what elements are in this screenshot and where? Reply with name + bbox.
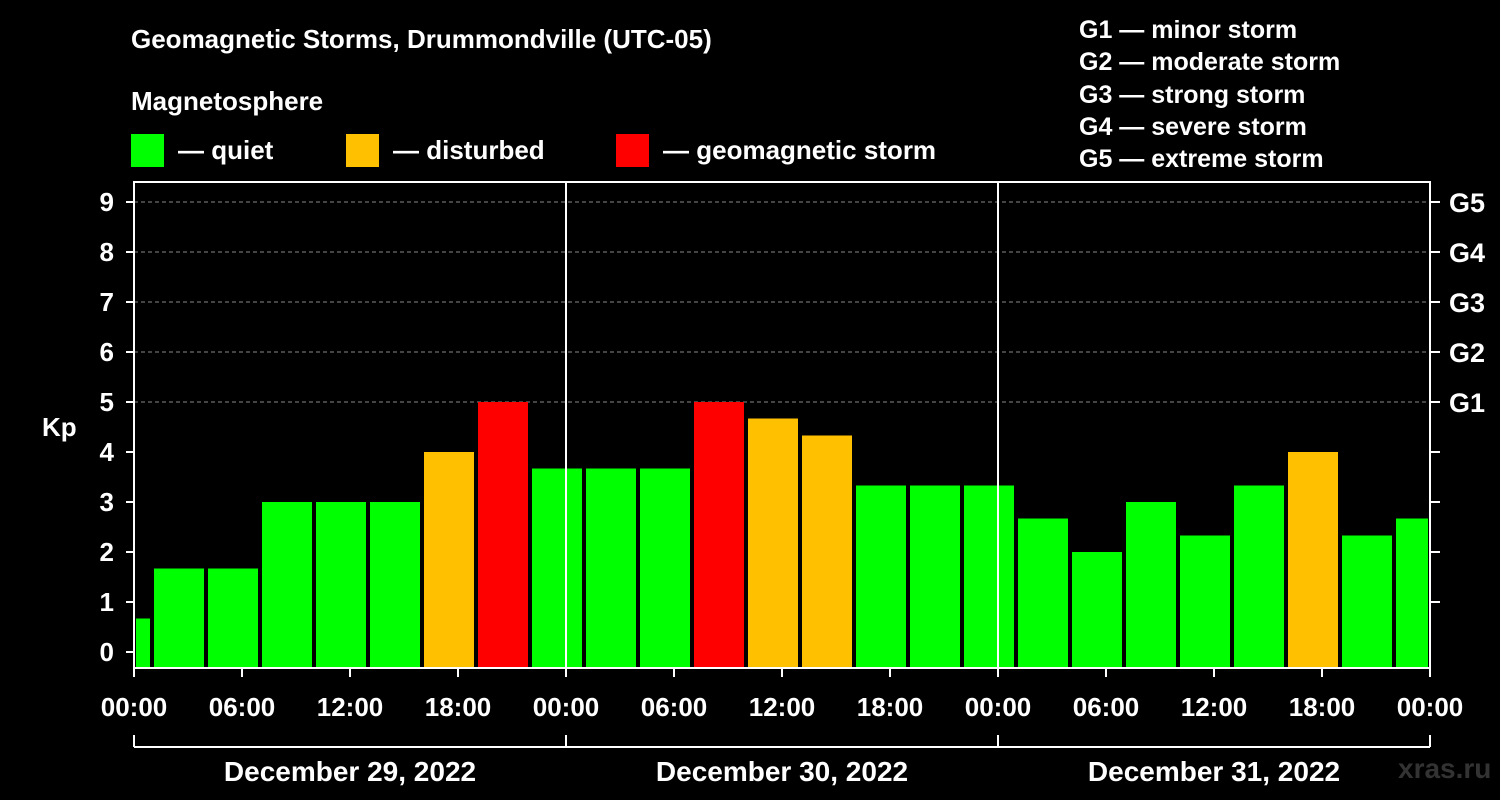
x-tick-label: 12:00: [1181, 692, 1248, 722]
y-tick-label: 4: [100, 437, 115, 467]
x-tick-label: 18:00: [857, 692, 924, 722]
kp-bar-quiet: [262, 502, 312, 668]
x-tick-label: 18:00: [1289, 692, 1356, 722]
legend-quiet-label: — quiet: [178, 134, 274, 165]
x-tick-label: 00:00: [1397, 692, 1464, 722]
date-label: December 31, 2022: [1088, 756, 1340, 787]
g-scale-legend: G1 — minor storm G2 — moderate storm G3 …: [1079, 14, 1340, 175]
y-tick-label: 3: [100, 487, 114, 517]
y-axis-label: Kp: [42, 412, 77, 442]
watermark: xras.ru: [1398, 753, 1492, 784]
y-tick-label: 6: [100, 337, 114, 367]
g-scale-item: G4 — severe storm: [1079, 112, 1307, 141]
kp-bar-disturbed: [748, 418, 798, 668]
g-level-label: G5: [1449, 188, 1485, 218]
x-tick-label: 06:00: [1073, 692, 1140, 722]
kp-bar-disturbed: [424, 452, 474, 668]
g-level-label: G3: [1449, 288, 1485, 318]
legend-storm-label: — geomagnetic storm: [663, 134, 937, 165]
kp-bar-quiet: [1396, 518, 1428, 668]
kp-bar-disturbed: [1288, 452, 1338, 668]
y-tick-label: 7: [100, 287, 114, 317]
x-tick-label: 00:00: [101, 692, 168, 722]
g-level-label: G4: [1449, 238, 1485, 268]
kp-bar-storm: [478, 402, 528, 668]
x-tick-label: 06:00: [641, 692, 708, 722]
magnetosphere-label: Magnetosphere: [131, 86, 324, 116]
legend-quiet: — quiet: [131, 133, 273, 167]
kp-bar-quiet: [316, 502, 366, 668]
x-tick-label: 12:00: [317, 692, 384, 722]
kp-bar-quiet: [1126, 502, 1176, 668]
kp-bar-quiet: [370, 502, 420, 668]
kp-bar-quiet: [1234, 485, 1284, 668]
kp-bar-quiet: [136, 618, 150, 668]
x-tick-label: 00:00: [965, 692, 1032, 722]
legend-disturbed-label: — disturbed: [393, 134, 545, 165]
x-tick-label: 00:00: [533, 692, 600, 722]
kp-bar-quiet: [1072, 552, 1122, 668]
y-tick-label: 9: [100, 187, 114, 217]
kp-bar-quiet: [910, 485, 960, 668]
kp-bar-quiet: [964, 485, 1014, 668]
y-tick-label: 5: [100, 387, 114, 417]
g-level-label: G2: [1449, 338, 1485, 368]
y-tick-label: 0: [100, 637, 114, 667]
kp-bar-quiet: [1342, 535, 1392, 668]
g-scale-item: G3 — strong storm: [1079, 80, 1306, 109]
chart-title: Geomagnetic Storms, Drummondville (UTC-0…: [131, 24, 712, 54]
g-level-label: G1: [1449, 388, 1485, 418]
x-tick-label: 18:00: [425, 692, 492, 722]
legend-disturbed-swatch: [346, 133, 379, 167]
g-scale-item: G1 — minor storm: [1079, 16, 1298, 44]
kp-bar-quiet: [532, 468, 582, 668]
kp-bar-quiet: [1018, 518, 1068, 668]
g-scale-item: G5 — extreme storm: [1079, 145, 1324, 174]
legend-quiet-swatch: [131, 133, 164, 167]
kp-bar-quiet: [856, 485, 906, 668]
kp-bar-quiet: [586, 468, 636, 668]
kp-bar-quiet: [1180, 535, 1230, 668]
kp-bar-storm: [694, 402, 744, 668]
y-tick-label: 1: [100, 587, 114, 617]
kp-bar-quiet: [208, 568, 258, 668]
date-label: December 30, 2022: [656, 756, 908, 787]
y-tick-label: 2: [100, 537, 114, 567]
date-label: December 29, 2022: [224, 756, 476, 787]
x-tick-label: 06:00: [209, 692, 276, 722]
legend-disturbed: — disturbed: [346, 133, 545, 167]
g-scale-item: G2 — moderate storm: [1079, 48, 1341, 77]
kp-bar-quiet: [154, 568, 204, 668]
legend-storm-swatch: [616, 133, 649, 167]
kp-bar-quiet: [640, 468, 690, 668]
x-tick-label: 12:00: [749, 692, 816, 722]
kp-bar-disturbed: [802, 435, 852, 668]
y-tick-label: 8: [100, 237, 114, 267]
legend-storm: — geomagnetic storm: [616, 133, 936, 167]
